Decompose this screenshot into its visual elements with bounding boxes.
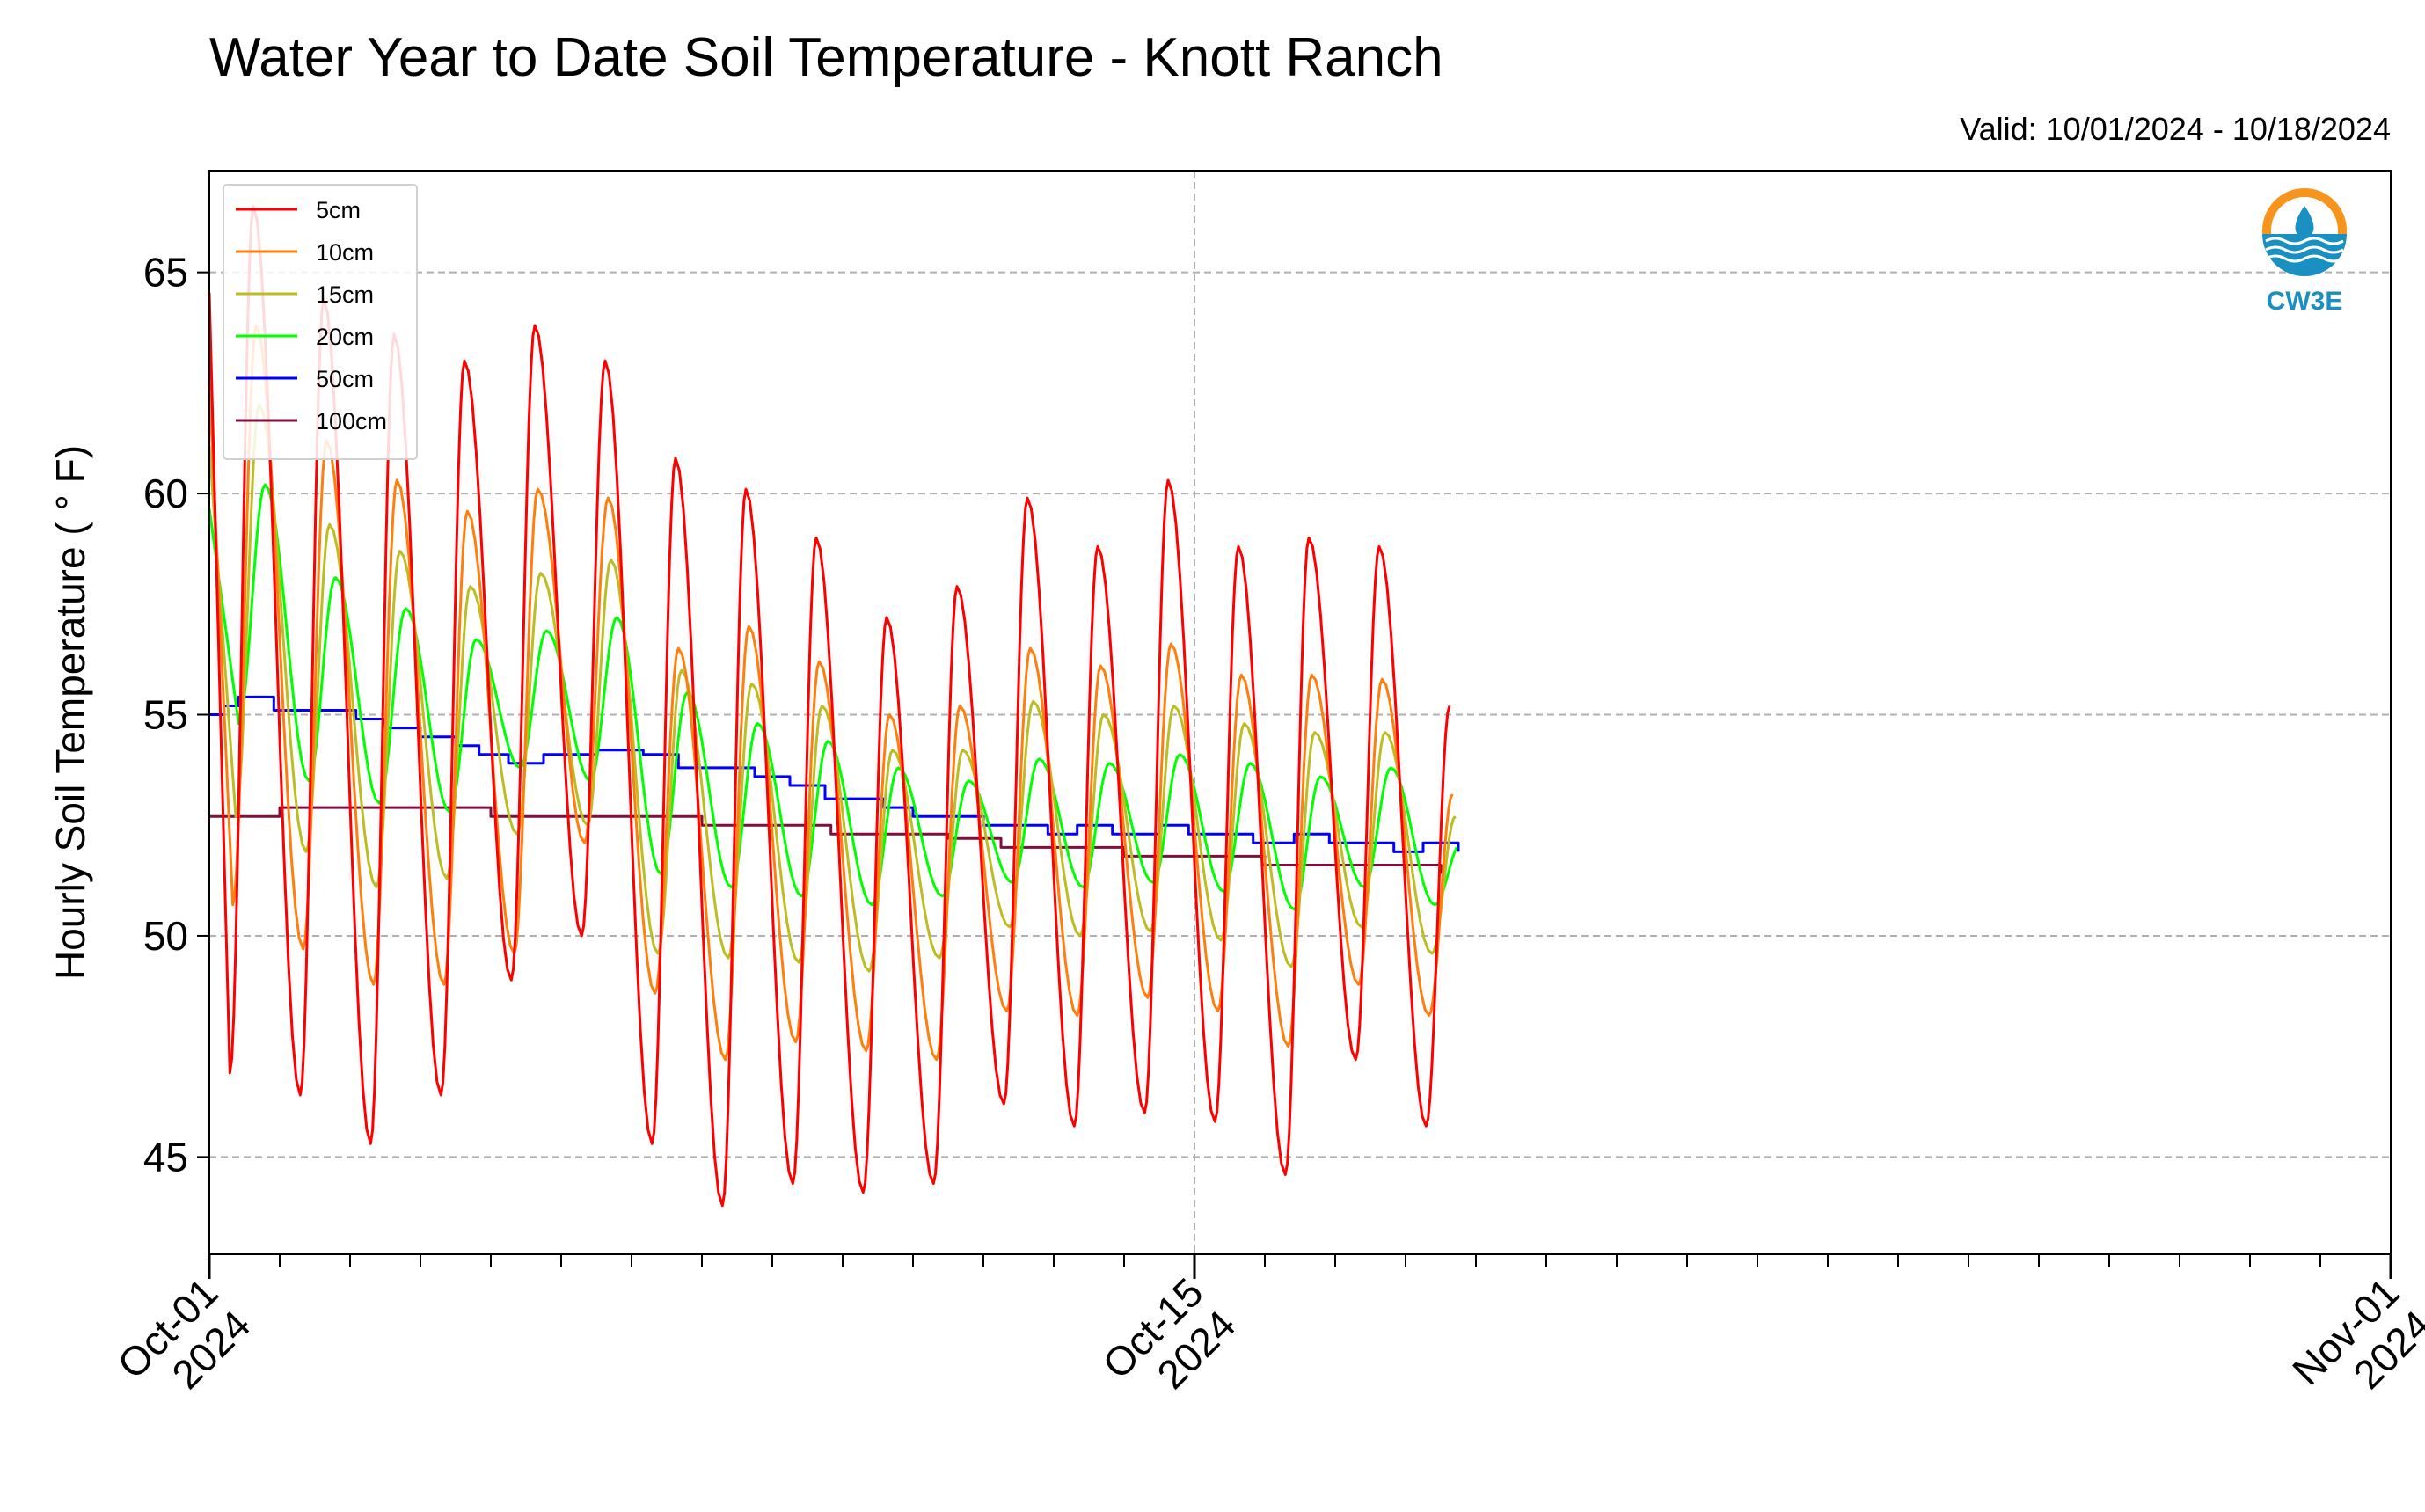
logo-text: CW3E <box>2267 287 2343 316</box>
y-tick-label: 65 <box>143 250 188 296</box>
legend-label: 10cm <box>316 239 374 266</box>
y-tick-label: 55 <box>143 692 188 738</box>
legend-label: 100cm <box>316 408 387 435</box>
logo-drop <box>2295 206 2314 237</box>
series-line-20cm <box>208 483 1458 911</box>
legend: 5cm 10cm 15cm 20cm 50cm 100cm <box>223 184 418 460</box>
legend-label: 5cm <box>316 197 361 223</box>
logo-wave <box>2265 254 2344 263</box>
legend-box <box>223 184 418 460</box>
series-line-100cm <box>209 806 1443 874</box>
cw3e-logo: CW3E <box>2262 188 2347 316</box>
chart-subtitle: Valid: 10/01/2024 - 10/18/2024 <box>1960 111 2391 147</box>
y-axis-label: Hourly Soil Temperature ( ° F) <box>47 445 93 980</box>
legend-label: 20cm <box>316 324 374 350</box>
series-line-15cm <box>208 404 1457 973</box>
series-line-10cm <box>208 324 1454 1062</box>
series-line-5cm <box>208 204 1451 1208</box>
y-tick-label: 50 <box>143 913 188 959</box>
axes-frame <box>208 170 2392 1255</box>
chart-title: Water Year to Date Soil Temperature - Kn… <box>209 27 1443 88</box>
y-axis: 45 50 55 60 65 <box>143 250 209 1180</box>
logo-wave <box>2265 245 2344 254</box>
y-tick-label: 45 <box>143 1134 188 1180</box>
y-tick-label: 60 <box>143 471 188 516</box>
logo-wave <box>2265 237 2344 245</box>
legend-label: 50cm <box>316 366 374 392</box>
legend-label: 15cm <box>316 281 374 308</box>
logo-water <box>2262 234 2347 276</box>
plot-area <box>208 204 1460 1208</box>
